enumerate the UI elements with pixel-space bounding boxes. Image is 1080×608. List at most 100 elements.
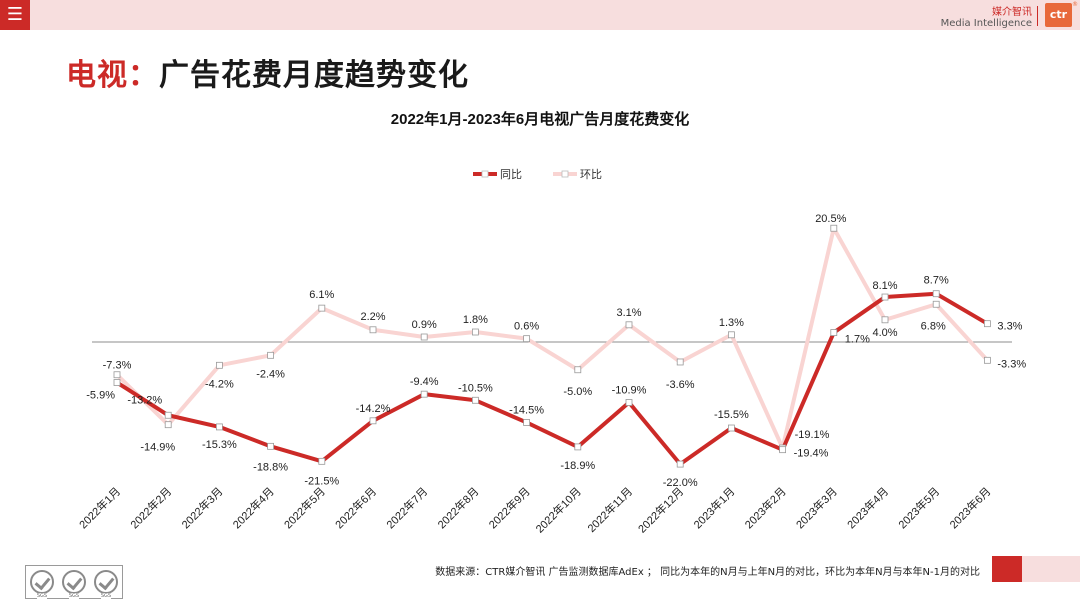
- x-tick-label: 2022年4月: [230, 484, 277, 531]
- point-marker: [267, 351, 275, 359]
- legend-label-0: 同比: [500, 168, 522, 181]
- brand-divider: [1037, 6, 1038, 26]
- data-label: -22.0%: [663, 477, 698, 489]
- point-marker: [215, 423, 223, 431]
- brand-name-en: Media Intelligence: [940, 18, 1032, 29]
- x-tick-label: 2022年11月: [584, 484, 635, 535]
- point-marker: [318, 457, 326, 465]
- certification-badge-icon: SGS: [30, 570, 54, 599]
- point-marker: [164, 421, 172, 429]
- point-marker: [779, 446, 786, 454]
- chart-title: 2022年1月-2023年6月电视广告月度花费变化: [391, 110, 689, 128]
- legend-marker-0: [481, 170, 489, 178]
- x-tick-label: 2022年5月: [281, 484, 328, 531]
- menu-icon[interactable]: ☰: [0, 0, 30, 30]
- x-tick-label: 2023年3月: [793, 484, 840, 531]
- certification-badge-icon: SGS: [94, 570, 118, 599]
- data-label: -19.1%: [795, 429, 830, 441]
- x-tick-label: 2023年4月: [844, 484, 891, 531]
- data-label: -15.3%: [202, 439, 237, 451]
- point-marker: [625, 321, 633, 329]
- point-marker: [881, 316, 889, 324]
- data-label: -10.9%: [612, 384, 647, 396]
- data-label: 0.9%: [412, 319, 437, 331]
- point-marker: [215, 361, 223, 369]
- x-tick-label: 2022年9月: [486, 484, 533, 531]
- point-marker: [574, 443, 582, 451]
- ctr-logo: ctr: [1045, 3, 1072, 27]
- data-label: -14.5%: [509, 404, 544, 416]
- brand-name-cn: 媒介智讯: [992, 7, 1032, 18]
- footer-accent-pink: [1022, 556, 1080, 582]
- data-source-note: 数据来源：CTR媒介智讯 广告监测数据库AdEx ； 同比为本年的N月与上年N月…: [435, 567, 980, 578]
- point-marker: [625, 399, 633, 406]
- data-label: -5.0%: [563, 386, 592, 398]
- data-label: -18.8%: [253, 461, 288, 473]
- data-label: 4.0%: [872, 327, 897, 339]
- registered-mark: ®: [1072, 1, 1078, 8]
- data-label: 1.7%: [845, 334, 870, 346]
- x-tick-label: 2023年5月: [895, 484, 942, 531]
- x-tick-label: 2022年10月: [533, 484, 584, 535]
- data-label: -14.2%: [356, 403, 391, 415]
- data-label: -19.4%: [794, 448, 829, 460]
- data-label: 1.8%: [463, 314, 488, 326]
- footer-accent-red: [992, 556, 1022, 582]
- point-marker: [984, 356, 991, 364]
- point-marker: [471, 328, 479, 336]
- x-tick-label: 2023年1月: [690, 484, 737, 531]
- data-label: -3.6%: [666, 379, 695, 391]
- point-marker: [420, 390, 428, 398]
- certification-badge-icon: SGS: [62, 570, 86, 599]
- point-marker: [728, 424, 735, 432]
- point-marker: [113, 379, 121, 386]
- point-marker: [728, 331, 735, 339]
- point-marker: [830, 329, 838, 336]
- point-marker: [523, 335, 530, 343]
- point-marker: [676, 358, 684, 366]
- point-marker: [369, 417, 377, 425]
- x-tick-label: 2023年2月: [742, 484, 789, 531]
- data-label: -18.9%: [560, 460, 595, 472]
- data-label: -2.4%: [256, 368, 285, 380]
- point-marker: [318, 304, 326, 312]
- x-tick-label: 2023年6月: [946, 484, 993, 531]
- certification-badges: SGS SGS SGS: [25, 565, 123, 599]
- series-line-0: [115, 291, 989, 467]
- point-marker: [113, 371, 121, 379]
- point-marker: [164, 411, 172, 419]
- point-marker: [881, 293, 889, 301]
- x-tick-label: 2022年12月: [635, 484, 686, 535]
- point-marker: [471, 396, 479, 404]
- top-bar: ☰ 媒介智讯 Media Intelligence ctr ®: [0, 0, 1080, 30]
- x-tick-label: 2022年1月: [76, 484, 123, 531]
- x-tick-label: 2022年6月: [332, 484, 379, 531]
- data-label: -3.3%: [997, 358, 1026, 370]
- point-marker: [984, 320, 991, 328]
- data-label: 2.2%: [360, 311, 385, 323]
- point-marker: [830, 224, 838, 232]
- data-label: -7.3%: [103, 360, 132, 372]
- point-marker: [420, 333, 428, 341]
- x-tick-label: 2022年8月: [434, 484, 481, 531]
- point-marker: [676, 460, 684, 468]
- data-label: 6.1%: [309, 289, 334, 301]
- point-marker: [369, 326, 377, 334]
- page-title-highlight: 电视：: [66, 58, 159, 93]
- series-line-1: [115, 226, 989, 451]
- data-label: 6.8%: [921, 320, 946, 332]
- data-label: 8.7%: [924, 275, 949, 287]
- data-label: 1.3%: [719, 317, 744, 329]
- data-label: -5.9%: [86, 390, 115, 402]
- legend-marker-1: [561, 170, 569, 178]
- x-tick-label: 2022年2月: [127, 484, 174, 531]
- data-label: 20.5%: [815, 213, 846, 225]
- data-label: 8.1%: [872, 280, 897, 292]
- data-label: -9.4%: [410, 376, 439, 388]
- legend-label-1: 环比: [580, 168, 602, 181]
- data-label: -15.5%: [714, 409, 749, 421]
- data-label: -14.9%: [140, 442, 175, 454]
- point-marker: [932, 300, 940, 308]
- x-tick-label: 2022年3月: [178, 484, 225, 531]
- data-label: -4.2%: [205, 378, 234, 390]
